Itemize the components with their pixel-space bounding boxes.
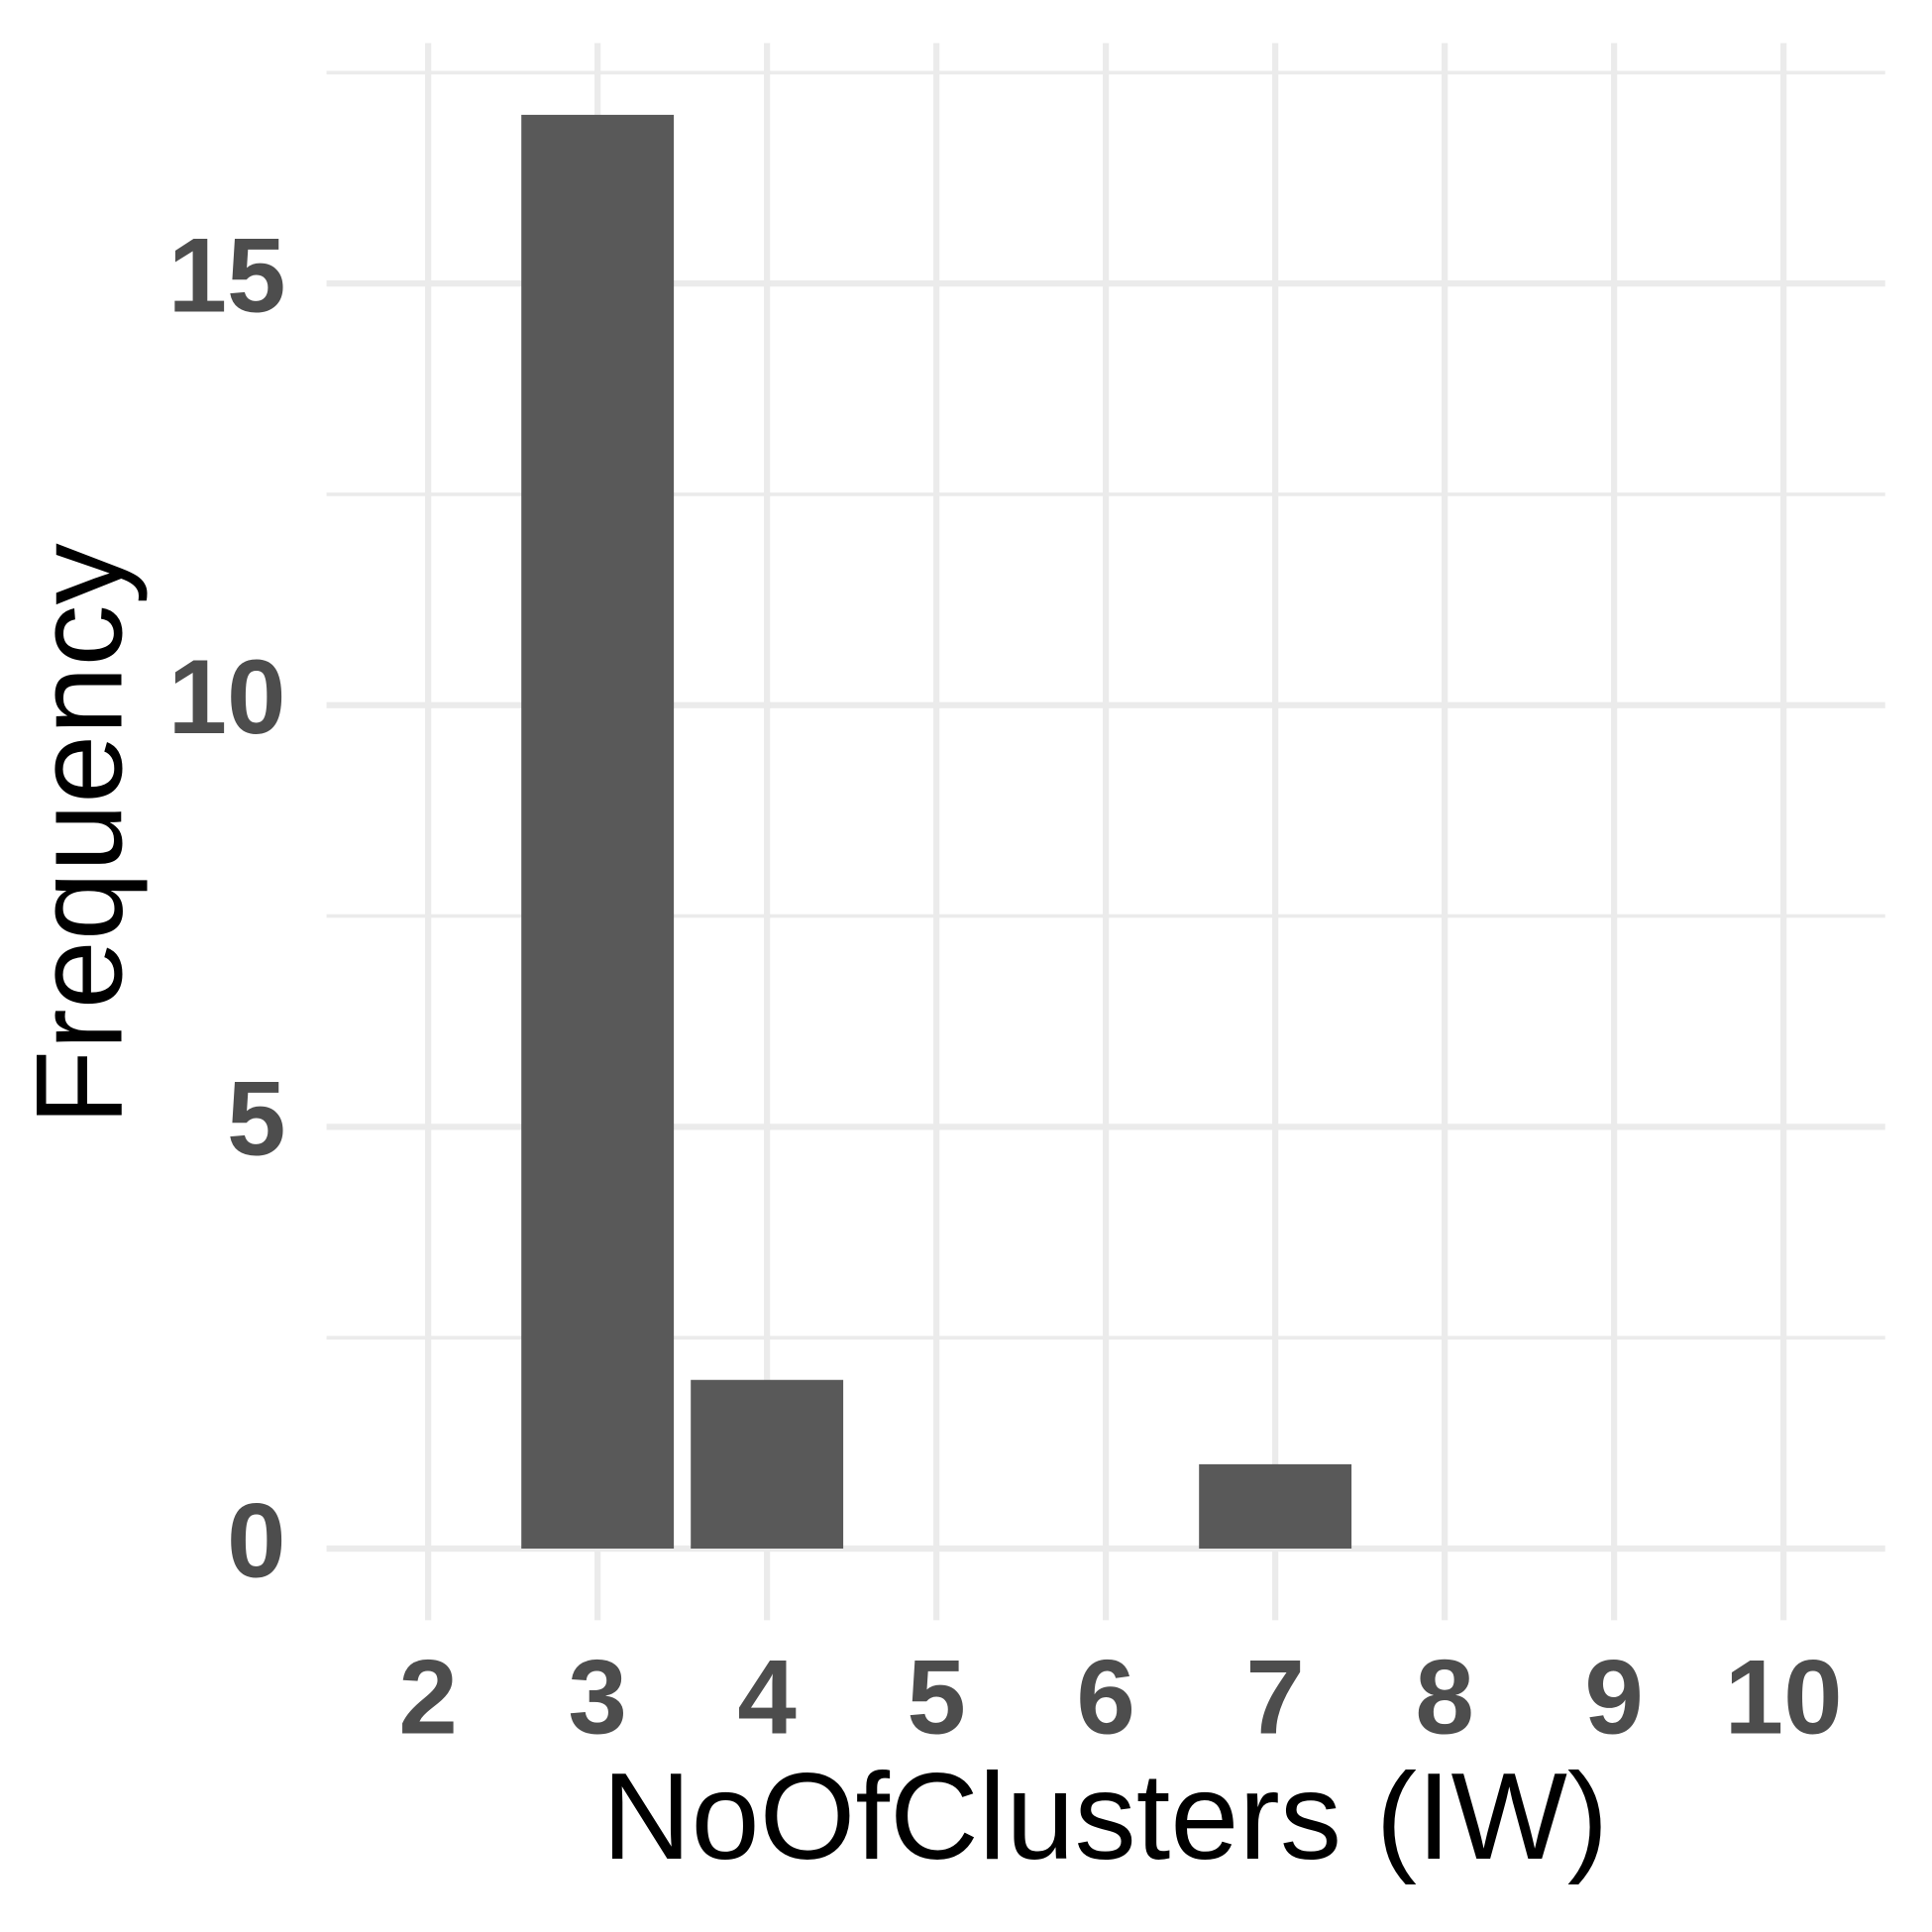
y-tick-label: 5 bbox=[227, 1059, 285, 1178]
x-tick-label: 6 bbox=[1076, 1637, 1134, 1756]
y-tick-label: 10 bbox=[168, 637, 286, 756]
y-tick-label: 0 bbox=[227, 1480, 285, 1599]
bar bbox=[691, 1379, 844, 1550]
x-tick-label: 10 bbox=[1725, 1637, 1843, 1756]
x-tick-label: 9 bbox=[1584, 1637, 1643, 1756]
bar bbox=[1199, 1463, 1352, 1550]
x-tick-label: 5 bbox=[907, 1637, 965, 1756]
x-tick-label: 8 bbox=[1415, 1637, 1473, 1756]
marks bbox=[521, 114, 1352, 1550]
bar bbox=[521, 114, 675, 1550]
x-tick-label: 3 bbox=[568, 1637, 626, 1756]
x-tick-label: 7 bbox=[1245, 1637, 1304, 1756]
x-axis-title: NoOfClusters (IW) bbox=[602, 1748, 1609, 1885]
y-axis-title: Frequency bbox=[10, 543, 148, 1126]
y-tick-label: 15 bbox=[168, 215, 286, 334]
x-tick-label: 4 bbox=[737, 1637, 796, 1756]
x-tick-label: 2 bbox=[398, 1637, 457, 1756]
